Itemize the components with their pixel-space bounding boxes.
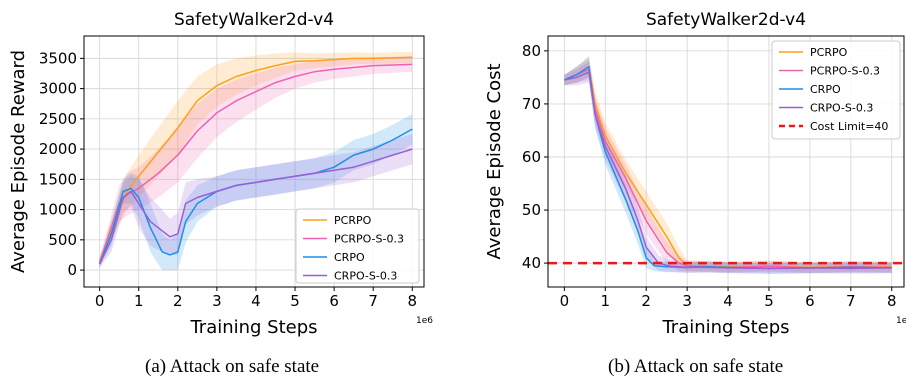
x-tick-label: 5: [290, 292, 300, 310]
series-line: [98, 148, 413, 265]
x-tick-label: 6: [329, 292, 339, 310]
x-tick-label: 5: [764, 292, 774, 310]
x-tick-label: 8: [408, 292, 418, 310]
x-tick-label: 7: [846, 292, 856, 310]
chart-title: SafetyWalker2d-v4: [646, 10, 806, 30]
legend-label: CRPO: [810, 83, 841, 96]
x-offset-label: 1e6: [416, 316, 433, 326]
y-axis-label: Average Episode Reward: [8, 50, 29, 273]
x-tick-label: 4: [723, 292, 733, 310]
x-tick-label: 1: [134, 292, 144, 310]
legend-label: PCRPO-S-0.3: [810, 65, 880, 78]
chart-title: SafetyWalker2d-v4: [174, 10, 334, 30]
y-tick-label: 3500: [39, 49, 77, 67]
caption-a: (a) Attack on safe state: [145, 356, 320, 377]
y-tick-label: 40: [522, 254, 541, 272]
x-tick-label: 8: [887, 292, 897, 310]
x-tick-label: 2: [641, 292, 651, 310]
x-tick-label: 1: [601, 292, 611, 310]
y-tick-label: 50: [522, 201, 541, 219]
series-band: [99, 114, 413, 271]
y-tick-label: 1500: [39, 170, 77, 188]
axes-frame: [83, 35, 425, 288]
y-tick-label: 1000: [39, 201, 77, 219]
x-offset-label: 1e6: [896, 316, 906, 326]
y-tick-label: 60: [522, 148, 541, 166]
x-tick-label: 6: [805, 292, 815, 310]
y-tick-label: 3000: [39, 80, 77, 98]
x-axis-label: Training Steps: [189, 317, 317, 338]
legend-box: [295, 208, 420, 284]
y-tick-label: 70: [522, 95, 541, 113]
y-tick-label: 0: [67, 261, 77, 279]
legend: PCRPO PCRPO-S-0.3 CRPO CRPO-S-0.3 Cost Limit…: [771, 40, 901, 140]
x-tick-label: 0: [95, 292, 105, 310]
caption-b: (b) Attack on safe state: [608, 356, 784, 377]
series-band: [99, 51, 413, 266]
plot-area: [98, 51, 413, 271]
legend-label: PCRPO-S-0.3: [334, 233, 404, 246]
x-tick-label: 2: [173, 292, 183, 310]
y-tick-label: 500: [48, 231, 77, 249]
legend-label: CRPO-S-0.3: [334, 270, 397, 283]
x-tick-label: 4: [251, 292, 261, 310]
axes-frame: [547, 35, 905, 288]
x-tick-label: 3: [212, 292, 222, 310]
legend-label: PCRPO: [810, 46, 848, 59]
chart-1: 0 1 2 3 4 5 6 7 8 40 50 60 70 80 1e6 SafetyWalker2d-v4 T…: [484, 10, 906, 338]
y-tick-label: 2000: [39, 140, 77, 158]
y-axis-label: Average Episode Cost: [484, 63, 505, 259]
x-tick-label: 3: [682, 292, 692, 310]
x-tick-label: 7: [368, 292, 378, 310]
legend-label: CRPO-S-0.3: [810, 102, 873, 115]
legend: PCRPO PCRPO-S-0.3 CRPO CRPO-S-0.3: [295, 208, 420, 284]
x-axis-label: Training Steps: [661, 317, 789, 338]
legend-label: CRPO: [334, 251, 365, 264]
legend-label: Cost Limit=40: [810, 120, 888, 133]
series-line: [98, 63, 413, 264]
series-line: [98, 128, 413, 265]
y-tick-label: 80: [522, 42, 541, 60]
y-tick-label: 2500: [39, 110, 77, 128]
legend-label: PCRPO: [334, 214, 372, 227]
series-band: [99, 57, 413, 268]
series-line: [98, 56, 413, 262]
plot-area: [548, 56, 904, 274]
chart-0: 0 1 2 3 4 5 6 7 8 0 500 1000 1500 2000 2500 3000 3500 1e6…: [8, 10, 433, 338]
legend-box: [771, 40, 901, 140]
x-tick-label: 0: [560, 292, 570, 310]
